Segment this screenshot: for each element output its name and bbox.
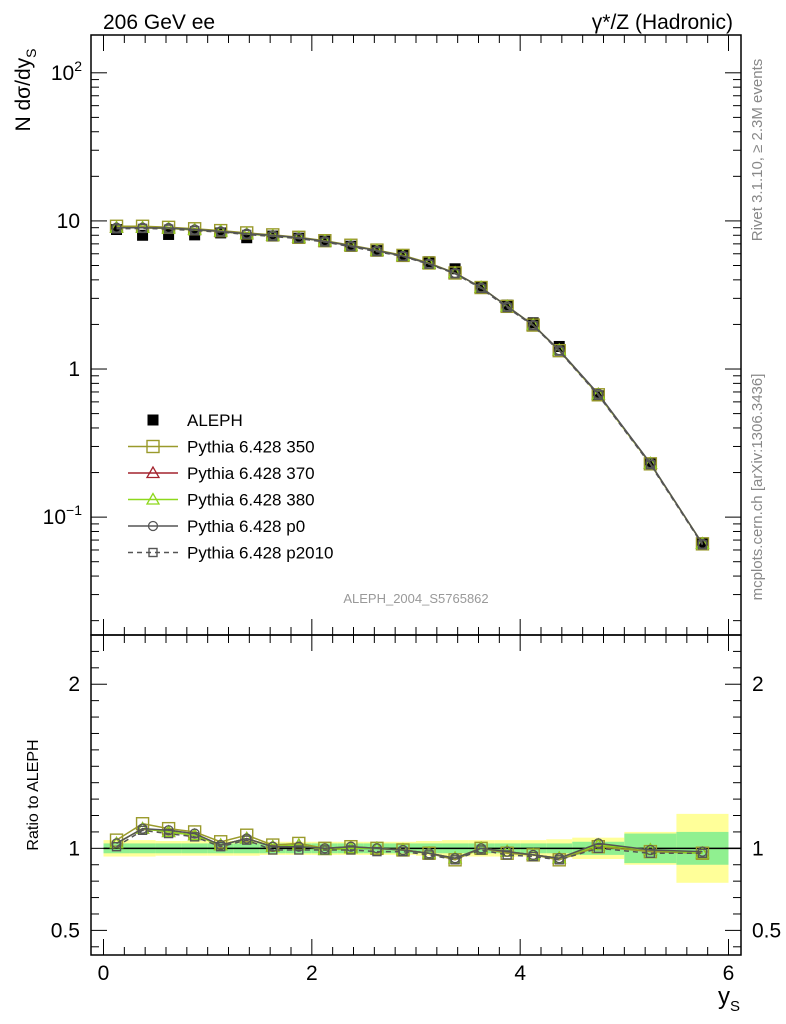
y-tick-label: 10−1 bbox=[43, 502, 83, 529]
main-series-point bbox=[268, 231, 278, 242]
ratio-series-point bbox=[242, 835, 252, 845]
main-series-point bbox=[215, 227, 227, 239]
header-right: γ*/Z (Hadronic) bbox=[592, 11, 733, 34]
main-series-point bbox=[502, 302, 512, 313]
x-axis-title: yS bbox=[718, 983, 740, 1015]
ratio-series-point bbox=[189, 832, 200, 842]
main-series-point bbox=[697, 540, 708, 550]
legend-label: Pythia 6.428 p0 bbox=[187, 517, 305, 536]
ratio-series-point bbox=[528, 851, 538, 862]
main-series-point bbox=[372, 246, 382, 257]
ratio-series-point bbox=[111, 841, 122, 852]
main-series-point bbox=[476, 283, 486, 294]
y-tick-label: 2 bbox=[68, 673, 80, 696]
main-series-point bbox=[294, 233, 304, 244]
analysis-id-label: ALEPH_2004_S5765862 bbox=[343, 591, 488, 606]
main-series-point bbox=[163, 228, 175, 240]
legend-marker bbox=[145, 492, 161, 505]
header-left: 206 GeV ee bbox=[103, 11, 215, 34]
main-series-point bbox=[593, 390, 603, 400]
x-tick-label: 2 bbox=[306, 962, 318, 985]
main-y-axis-title: N dσ/dyS bbox=[12, 49, 39, 132]
main-series-point bbox=[645, 459, 656, 470]
ratio-series-point bbox=[593, 843, 603, 854]
ratio-series-point bbox=[450, 855, 460, 865]
main-series-point bbox=[528, 321, 538, 331]
legend: ALEPH Pythia 6.428 350 Pythia 6.428 370 Pyt… bbox=[128, 411, 334, 563]
ratio-series-point bbox=[372, 846, 382, 857]
ratio-series-point bbox=[294, 845, 304, 855]
x-tick-label: 0 bbox=[98, 962, 110, 985]
svg-text:N dσ/dyS: N dσ/dyS bbox=[12, 49, 39, 132]
main-series-point bbox=[163, 224, 174, 234]
ratio-series-point bbox=[215, 841, 226, 852]
rivet-version-label: Rivet 3.1.10, ≥ 2.3M events bbox=[749, 59, 766, 242]
y-tick-label: 10 bbox=[57, 210, 80, 233]
main-series-point bbox=[450, 269, 460, 279]
x-axis-label: y bbox=[718, 983, 730, 1010]
legend-marker bbox=[147, 414, 159, 426]
legend-label: ALEPH bbox=[187, 411, 243, 430]
ratio-series-point bbox=[137, 825, 148, 835]
y-tick-label: 1 bbox=[68, 358, 80, 381]
legend-marker bbox=[147, 520, 159, 532]
ratio-series-point bbox=[268, 845, 278, 855]
y-tick-label-right: 2 bbox=[752, 673, 764, 696]
main-series-point bbox=[554, 346, 564, 356]
main-series-point bbox=[242, 229, 252, 240]
ratio-series-point bbox=[645, 848, 656, 858]
main-series-point bbox=[137, 229, 149, 241]
y-tick-label-right: 0.5 bbox=[752, 919, 781, 942]
ratio-series-point bbox=[424, 850, 434, 860]
ratio-panel: 0 2 4 6 0.5 0.5 1 1 2 2 bbox=[51, 634, 781, 985]
ratio-frame bbox=[90, 634, 742, 956]
ratio-series-point bbox=[346, 845, 356, 855]
ratio-series-point bbox=[240, 828, 254, 842]
main-series-point bbox=[424, 259, 434, 269]
main-series-point bbox=[137, 223, 148, 234]
ratio-series-line-4 bbox=[116, 829, 703, 861]
legend-marker bbox=[148, 547, 158, 558]
legend-marker bbox=[146, 439, 160, 454]
main-series-point bbox=[398, 251, 408, 262]
ratio-series-point bbox=[502, 850, 512, 860]
y-tick-label: 1 bbox=[68, 837, 80, 860]
ratio-series-point bbox=[697, 848, 708, 858]
main-y-axis-subscript: S bbox=[23, 49, 39, 58]
legend-label: Pythia 6.428 370 bbox=[187, 464, 315, 483]
main-series-point bbox=[111, 224, 122, 234]
ratio-series-point bbox=[554, 855, 564, 865]
main-series-line-5 bbox=[116, 227, 704, 546]
legend-label: Pythia 6.428 p2010 bbox=[187, 544, 334, 563]
legend-marker bbox=[145, 465, 161, 479]
ratio-series-point bbox=[398, 846, 408, 857]
y-tick-label: 0.5 bbox=[51, 919, 80, 942]
x-tick-label: 4 bbox=[514, 962, 526, 985]
ratio-series-point bbox=[320, 845, 330, 855]
ratio-series-point bbox=[163, 828, 174, 839]
main-series-point bbox=[423, 256, 435, 268]
legend-label: Pythia 6.428 380 bbox=[187, 491, 315, 510]
main-y-axis-label: N dσ/dy bbox=[12, 57, 35, 131]
main-series-point bbox=[346, 241, 356, 252]
ratio-series-point bbox=[476, 845, 486, 855]
x-axis-subscript: S bbox=[730, 998, 740, 1015]
main-series-point bbox=[189, 225, 200, 236]
legend-label: Pythia 6.428 350 bbox=[187, 438, 315, 457]
mcplots-reference-label: mcplots.cern.ch [arXiv:1306.3436] bbox=[749, 374, 766, 601]
y-tick-label-right: 1 bbox=[752, 837, 764, 860]
main-series-point bbox=[527, 317, 539, 329]
main-series-point bbox=[501, 299, 513, 311]
main-series-point bbox=[320, 237, 330, 247]
ratio-y-axis-label: Ratio to ALEPH bbox=[25, 739, 42, 850]
main-series-point bbox=[215, 227, 226, 237]
x-tick-label: 6 bbox=[723, 962, 735, 985]
main-panel: 102 10 1 10−1 bbox=[43, 34, 742, 636]
y-tick-label: 102 bbox=[51, 58, 82, 85]
